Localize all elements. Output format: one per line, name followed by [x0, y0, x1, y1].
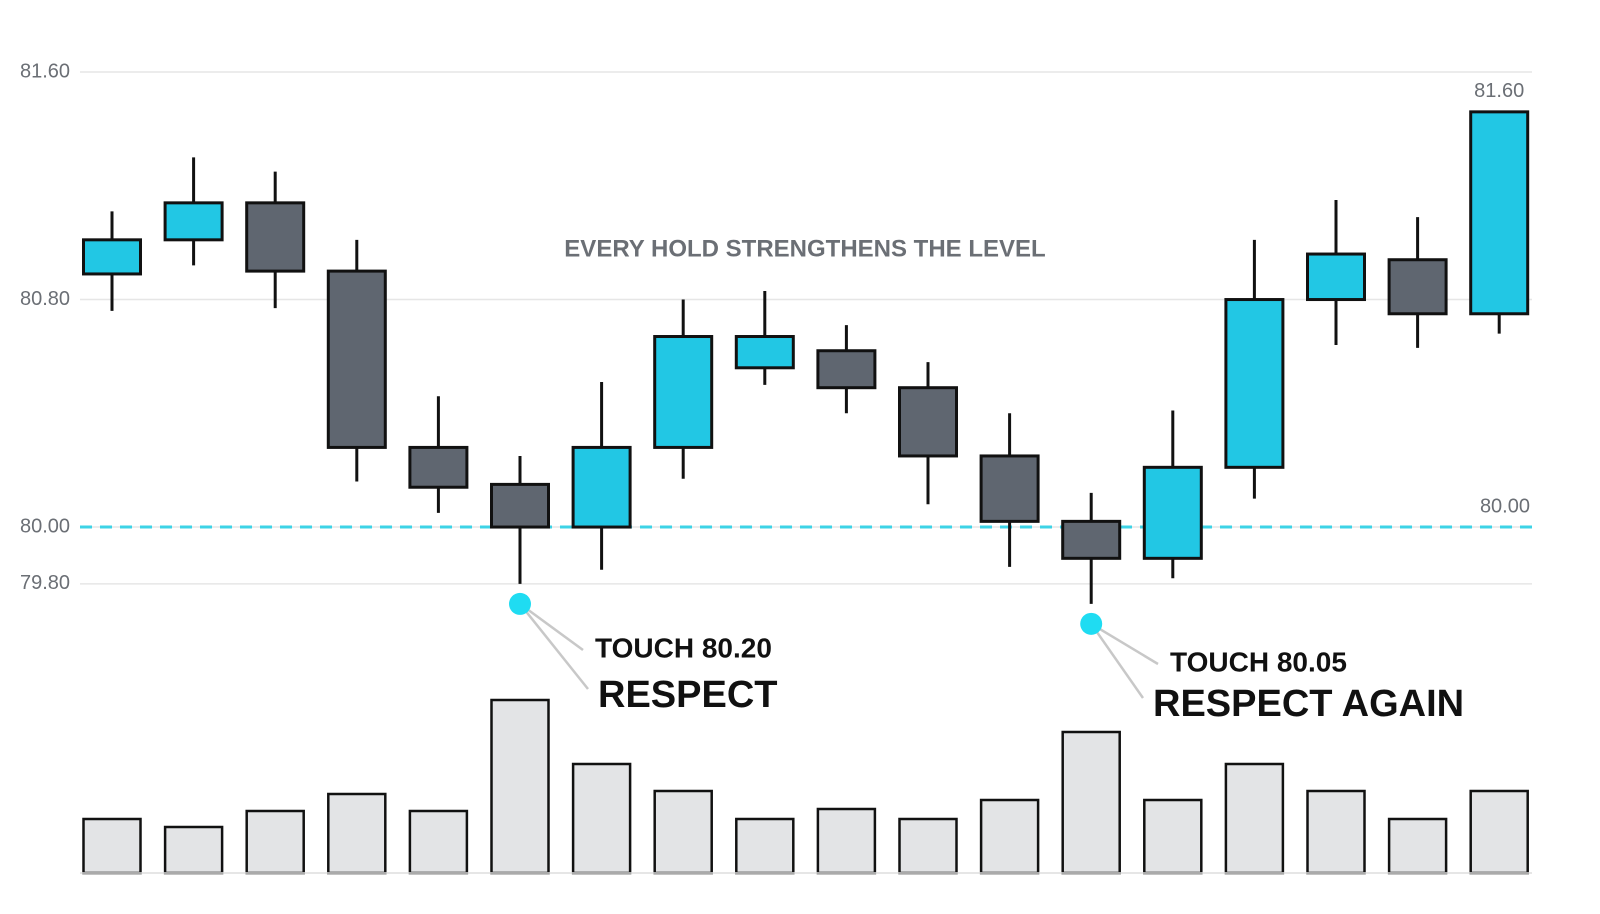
candle-body [898, 386, 958, 458]
candle-body [82, 238, 142, 276]
volume-bar [1143, 798, 1203, 875]
last-price-label: 81.60 [1474, 80, 1524, 102]
candle-body [734, 335, 795, 370]
volume-bar [979, 798, 1040, 875]
volume-bar [245, 809, 305, 875]
volume-bar [163, 825, 224, 875]
volume-bar [1224, 762, 1285, 875]
candle-body [1387, 258, 1448, 316]
connector [1090, 623, 1145, 699]
annotation-label: RESPECT [598, 674, 777, 716]
candle-body [653, 335, 714, 449]
connector [519, 602, 584, 652]
volume-bar [82, 817, 142, 875]
candle-body [163, 201, 224, 242]
chart-title: EVERY HOLD STRENGTHENS THE LEVEL [564, 235, 1045, 262]
volume-bar [898, 817, 958, 875]
candle-body [408, 445, 469, 489]
volume-bar [408, 809, 469, 875]
candle-body [1142, 465, 1203, 560]
y-tick-label: 81.60 [20, 60, 70, 82]
volume-bar [327, 792, 387, 875]
annotation-label: RESPECT AGAIN [1153, 683, 1464, 725]
candle-body [1306, 252, 1366, 302]
y-tick-label: 80.00 [20, 515, 70, 537]
touch-label: TOUCH 80.05 [1170, 646, 1347, 677]
candle-body [326, 269, 387, 449]
volume-bar [1061, 730, 1121, 875]
connector [1090, 622, 1159, 666]
volume-bar [1469, 789, 1529, 875]
candle-body [1061, 519, 1122, 560]
candle-body [571, 445, 632, 529]
touch-dot [1080, 612, 1103, 635]
touch-label: TOUCH 80.20 [595, 632, 772, 663]
y-tick-label: 79.80 [20, 572, 70, 594]
candle-body [490, 482, 550, 529]
volume-bar [490, 698, 550, 875]
volume-bar [735, 817, 795, 875]
level-label: 80.00 [1480, 495, 1530, 517]
volume-bar [571, 762, 632, 875]
volume-bar [1306, 789, 1366, 875]
candle-body [816, 349, 877, 390]
candle-body [1469, 110, 1530, 316]
candle-body [245, 201, 306, 273]
touch-dot [509, 592, 531, 615]
volume-bar [1387, 817, 1448, 875]
candle-body [979, 454, 1040, 523]
connector [519, 603, 589, 690]
volume-bar [653, 789, 713, 875]
y-tick-label: 80.80 [20, 288, 70, 310]
volume-bar [816, 807, 877, 875]
candle-body [1224, 298, 1285, 469]
